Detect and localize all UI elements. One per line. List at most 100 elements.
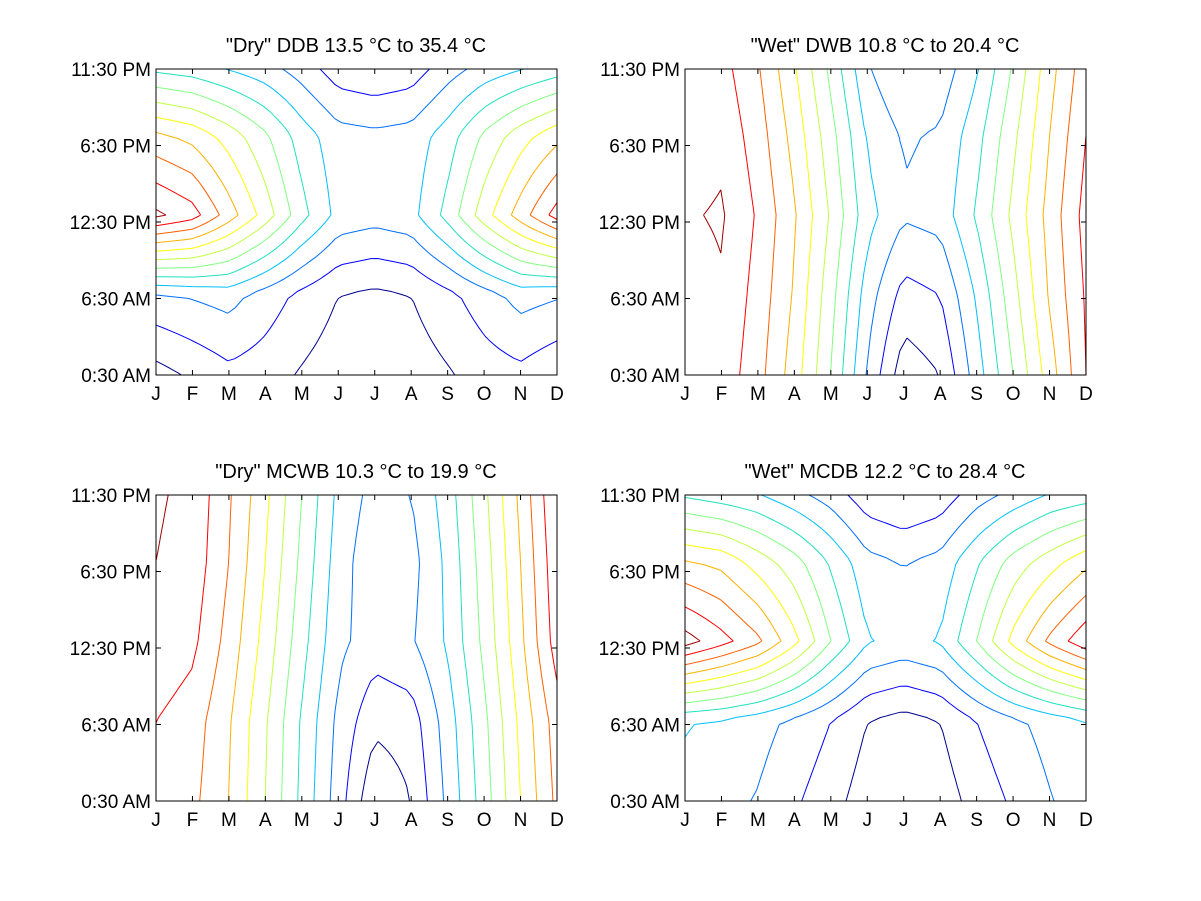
contour-line — [879, 276, 956, 376]
contour-lines — [155, 494, 558, 802]
x-tick-label: M — [823, 810, 839, 831]
x-tick-label: F — [716, 384, 728, 405]
panel-title: "Wet" DWB 10.8 °C to 20.4 °C — [751, 35, 1020, 57]
x-tick-label: D — [1079, 810, 1093, 831]
contour-line — [777, 68, 1058, 376]
x-tick-label: J — [680, 384, 690, 405]
contour-line — [865, 68, 970, 376]
y-tick-label: 11:30 PM — [600, 60, 680, 81]
panel-wet-mcdb: "Wet" MCDB 12.2 °C to 28.4 °C J F M A M J J A S O… — [599, 461, 1093, 831]
x-tick-label: J — [370, 810, 380, 831]
contour-line — [345, 674, 428, 802]
x-tick-label: M — [294, 384, 310, 405]
x-tick-label: A — [259, 384, 272, 405]
contour-line — [155, 116, 558, 252]
contour-line — [155, 86, 558, 269]
x-tick-label: J — [680, 810, 690, 831]
contour-line — [684, 496, 1087, 713]
contour-line — [684, 544, 1087, 685]
x-tick-label: D — [1079, 384, 1093, 405]
contour-line — [155, 101, 558, 261]
x-tick-label: A — [405, 810, 418, 831]
x-tick-label: O — [1006, 384, 1021, 405]
y-tick-label: 12:30 PM — [70, 213, 151, 234]
x-tick-label: A — [934, 810, 947, 831]
x-tick-label: S — [970, 384, 983, 405]
axis-ticks: J F M A M J J A S O N D 11:30 PM 6:30 PM 12:30 PM 6:30 … — [599, 60, 1093, 405]
x-tick-label: S — [441, 384, 454, 405]
panel-title: "Dry" MCWB 10.3 °C to 19.9 °C — [215, 461, 496, 483]
x-tick-label: A — [934, 384, 947, 405]
contour-line — [329, 494, 445, 802]
contour-line — [750, 494, 1055, 802]
contour-line — [731, 68, 1087, 376]
contour-line — [795, 68, 1043, 376]
panel-dry-ddb: "Dry" DDB 13.5 °C to 35.4 °C J F M A M J J A S O N… — [70, 35, 564, 405]
x-tick-label: M — [750, 384, 766, 405]
contour-line — [155, 182, 558, 227]
contour-line — [853, 68, 985, 376]
contour-line — [703, 189, 726, 254]
contour-line — [811, 68, 1029, 376]
contour-line — [297, 494, 477, 802]
x-tick-label: D — [550, 810, 564, 831]
x-tick-label: A — [259, 810, 272, 831]
contour-line — [155, 155, 558, 235]
x-tick-label: S — [970, 810, 983, 831]
x-tick-label: M — [221, 384, 237, 405]
contour-line — [155, 68, 557, 288]
contour-line — [684, 560, 1087, 675]
contour-line — [313, 494, 461, 802]
y-tick-label: 0:30 AM — [610, 792, 680, 813]
x-tick-label: J — [899, 810, 909, 831]
x-tick-label: J — [899, 384, 909, 405]
x-tick-label: J — [334, 810, 344, 831]
contour-line — [801, 494, 1007, 802]
x-tick-label: N — [1043, 810, 1057, 831]
contour-line — [281, 494, 492, 802]
y-tick-label: 6:30 PM — [609, 137, 680, 158]
y-tick-label: 6:30 PM — [80, 137, 151, 158]
y-tick-label: 6:30 AM — [610, 290, 680, 311]
x-tick-label: J — [863, 384, 873, 405]
y-tick-label: 6:30 AM — [610, 716, 680, 737]
y-tick-label: 11:30 PM — [600, 486, 680, 507]
x-tick-label: O — [477, 810, 492, 831]
x-tick-label: J — [370, 384, 380, 405]
x-tick-label: A — [788, 384, 801, 405]
x-tick-label: F — [187, 384, 199, 405]
x-tick-label: O — [477, 384, 492, 405]
x-tick-label: N — [514, 810, 528, 831]
x-tick-label: S — [441, 810, 454, 831]
panel-title: "Dry" DDB 13.5 °C to 35.4 °C — [226, 35, 486, 57]
axis-ticks: J F M A M J J A S O N D 11:30 PM 6:30 PM 12:30 PM 6:30 … — [70, 486, 564, 831]
contour-line — [155, 68, 558, 314]
contour-line — [845, 711, 962, 802]
panel-dry-mcwb: "Dry" MCWB 10.3 °C to 19.9 °C J F M A M J J A S O… — [70, 461, 564, 831]
x-tick-label: M — [750, 810, 766, 831]
contour-line — [684, 630, 701, 647]
y-tick-label: 12:30 PM — [599, 213, 680, 234]
x-tick-label: N — [1043, 384, 1057, 405]
contour-line — [894, 337, 939, 376]
x-tick-label: J — [334, 384, 344, 405]
x-tick-label: J — [863, 810, 873, 831]
contour-line — [360, 741, 410, 802]
contour-line — [684, 512, 1087, 704]
y-tick-label: 6:30 AM — [81, 716, 151, 737]
y-tick-label: 0:30 AM — [81, 792, 151, 813]
y-tick-label: 11:30 PM — [71, 486, 151, 507]
contour-line — [155, 131, 558, 244]
y-tick-label: 6:30 PM — [80, 563, 151, 584]
y-tick-label: 6:30 PM — [609, 563, 680, 584]
contour-line — [246, 494, 522, 802]
contour-lines — [155, 68, 558, 376]
x-tick-label: O — [1006, 810, 1021, 831]
y-tick-label: 12:30 PM — [599, 639, 680, 660]
contour-lines — [703, 68, 1087, 376]
contour-line — [155, 71, 558, 278]
contour-line — [684, 494, 1087, 738]
y-tick-label: 11:30 PM — [71, 60, 151, 81]
panel-title: "Wet" MCDB 12.2 °C to 28.4 °C — [744, 461, 1025, 483]
axis-ticks: J F M A M J J A S O N D 11:30 PM 6:30 PM 12:30 PM 6:30 … — [70, 60, 564, 405]
